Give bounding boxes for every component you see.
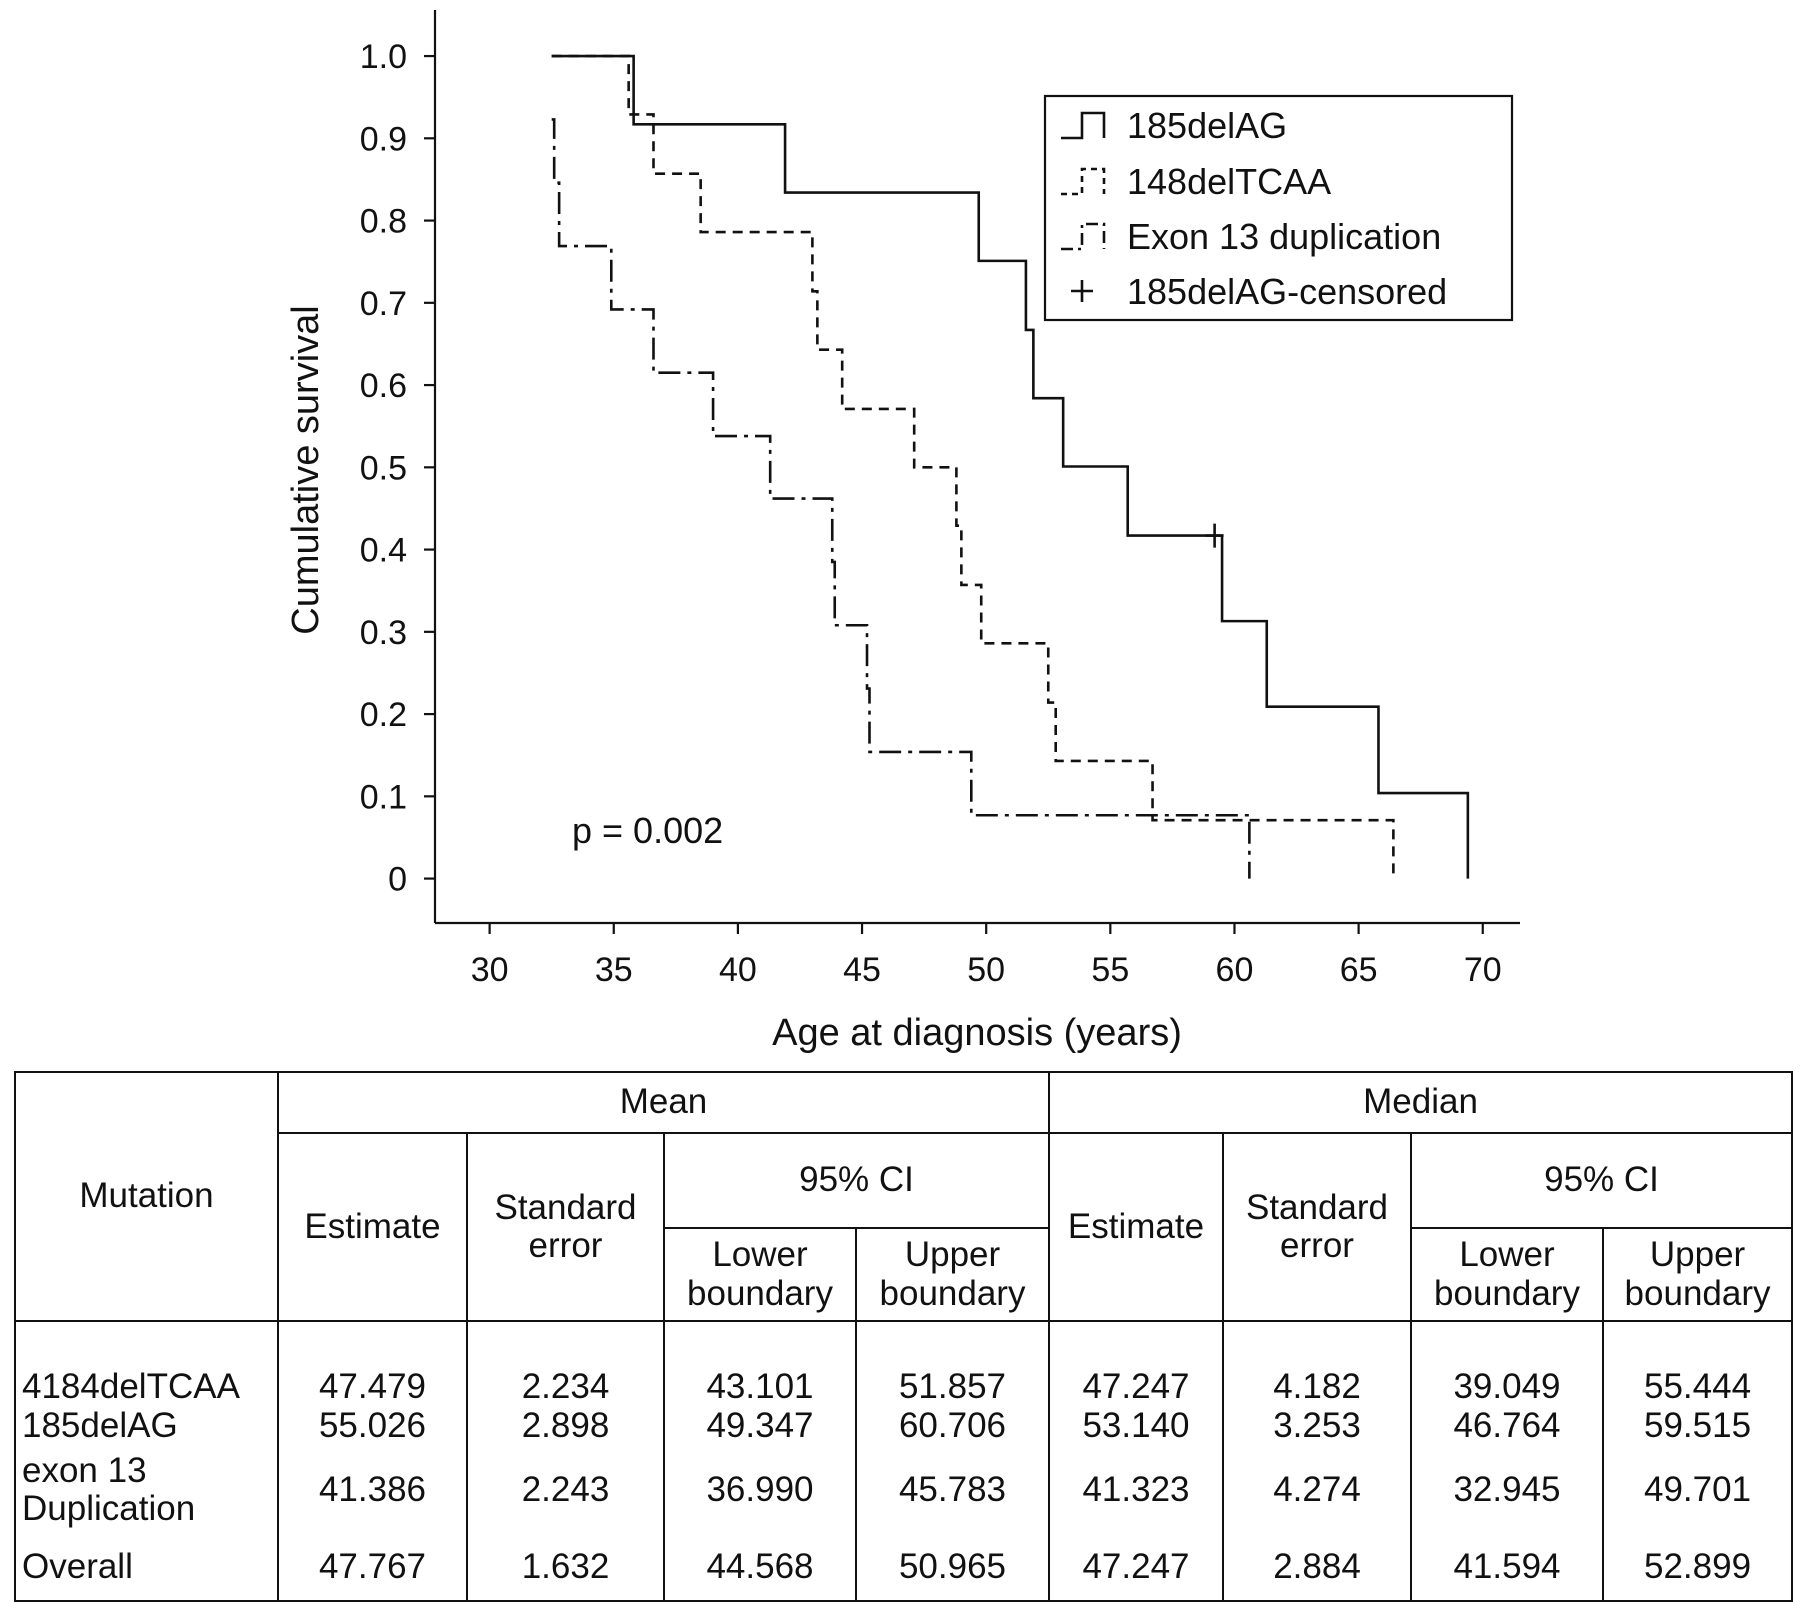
table-cell: 2.898 — [466, 1406, 665, 1446]
survival-chart: 30 35 40 45 50 55 60 65 70 0 0.1 0.2 0.3 0.4 0.5 0.6 0.7… — [285, 10, 1520, 1054]
y-tick-label: 0.8 — [360, 203, 407, 241]
table-cell: 41.386 — [277, 1446, 468, 1534]
table-cell: 60.706 — [855, 1406, 1050, 1446]
table-cell: 36.990 — [663, 1446, 857, 1534]
x-tick-label: 70 — [1464, 951, 1502, 989]
table-cell: 2.243 — [466, 1446, 665, 1534]
y-tick-label: 0.5 — [360, 449, 407, 487]
table-cell: 46.764 — [1410, 1406, 1604, 1446]
y-axis-title: Cumulative survival — [285, 305, 327, 634]
table-cell: 32.945 — [1410, 1446, 1604, 1534]
table-row: exon 13 Duplication 41.386 2.243 36.990 45.7… — [14, 1446, 1794, 1534]
mean-estimate-header: Estimate — [277, 1133, 468, 1322]
y-tick-label: 0.7 — [360, 285, 407, 323]
table-cell: 4.182 — [1222, 1321, 1412, 1406]
series-layer — [551, 54, 1470, 879]
y-tick-label: 0.6 — [360, 367, 407, 405]
mean-group-header: Mean — [277, 1071, 1050, 1134]
table-cell: 51.857 — [855, 1321, 1050, 1406]
mean-se-header: Standard error — [466, 1133, 665, 1322]
x-axis-title: Age at diagnosis (years) — [772, 1012, 1182, 1054]
x-tick-label: 50 — [967, 951, 1005, 989]
y-tick-label: 1.0 — [360, 38, 407, 76]
table-cell: 50.965 — [855, 1534, 1050, 1602]
mean-upper-header: Upper boundary — [855, 1228, 1050, 1322]
mean-ci-header: 95% CI — [663, 1133, 1050, 1229]
p-value-annotation: p = 0.002 — [572, 810, 723, 851]
x-tick-label: 45 — [843, 951, 881, 989]
legend-label: 185delAG — [1127, 105, 1287, 146]
legend-swatch — [1061, 111, 1106, 140]
median-upper-header: Upper boundary — [1601, 1228, 1794, 1322]
table-cell: 1.632 — [466, 1534, 665, 1602]
mutation-header: Mutation — [14, 1071, 279, 1322]
mean-lower-header: Lower boundary — [663, 1228, 857, 1322]
median-estimate-header: Estimate — [1048, 1133, 1224, 1322]
table-cell: 41.323 — [1048, 1446, 1224, 1534]
table-cell: 44.568 — [663, 1534, 857, 1602]
x-tick-label: 60 — [1216, 951, 1254, 989]
y-tick-label: 0.3 — [360, 614, 407, 652]
legend-box — [1043, 94, 1514, 322]
legend-swatch — [1061, 167, 1106, 196]
x-tick-label: 30 — [471, 951, 509, 989]
table-row: Overall 47.767 1.632 44.568 50.965 47.247 2.88… — [14, 1534, 1794, 1602]
row-label: 185delAG — [14, 1406, 279, 1446]
y-tick-label: 0.2 — [360, 696, 407, 734]
series-185delag — [551, 54, 1470, 879]
table-cell: 3.253 — [1222, 1406, 1412, 1446]
row-label: 4184delTCAA — [14, 1321, 279, 1406]
table-cell: 59.515 — [1601, 1406, 1794, 1446]
legend-label: Exon 13 duplication — [1127, 216, 1441, 257]
y-tick-label: 0.9 — [360, 120, 407, 158]
table-cell: 55.444 — [1601, 1321, 1794, 1406]
table-cell: 49.701 — [1601, 1446, 1794, 1534]
table-cell: 47.247 — [1048, 1321, 1224, 1406]
table-cell: 47.767 — [277, 1534, 468, 1602]
table-cell: 43.101 — [663, 1321, 857, 1406]
table-row: 4184delTCAA 47.479 2.234 43.101 51.857 47.247… — [14, 1321, 1794, 1406]
legend-label: 185delAG-censored — [1127, 271, 1447, 312]
x-tick-label: 40 — [719, 951, 757, 989]
legend-swatch — [1061, 222, 1106, 251]
table-cell: 39.049 — [1410, 1321, 1604, 1406]
table-cell: 47.479 — [277, 1321, 468, 1406]
table-cell: 41.594 — [1410, 1534, 1604, 1602]
median-se-header: Standard error — [1222, 1133, 1412, 1322]
table-cell: 45.783 — [855, 1446, 1050, 1534]
table-row: 185delAG 55.026 2.898 49.347 60.706 53.140 3.2… — [14, 1406, 1794, 1446]
legend: 185delAG 148delTCAA Exon 13 duplication 185… — [1043, 94, 1514, 322]
table-cell: 47.247 — [1048, 1534, 1224, 1602]
series-exon-13-duplication — [551, 118, 1251, 879]
table-body: 4184delTCAA 47.479 2.234 43.101 51.857 47.247… — [14, 1321, 1794, 1602]
median-lower-header: Lower boundary — [1410, 1228, 1604, 1322]
table-cell: 55.026 — [277, 1406, 468, 1446]
series-148deltcaa — [551, 54, 1395, 879]
table-cell: 53.140 — [1048, 1406, 1224, 1446]
legend-label: 148delTCAA — [1127, 161, 1331, 202]
y-tick-label: 0 — [388, 861, 407, 899]
x-tick-label: 35 — [595, 951, 633, 989]
ticks: 30 35 40 45 50 55 60 65 70 0 0.1 0.2 0.3 0.4 0.5 0.6 0.7… — [360, 38, 1502, 989]
censored-marker — [1205, 523, 1224, 548]
row-label: Overall — [14, 1534, 279, 1602]
table-cell: 4.274 — [1222, 1446, 1412, 1534]
legend-swatch-censored — [1071, 280, 1093, 302]
x-tick-label: 55 — [1091, 951, 1129, 989]
table-cell: 2.234 — [466, 1321, 665, 1406]
x-tick-label: 65 — [1340, 951, 1378, 989]
median-ci-header: 95% CI — [1409, 1133, 1794, 1229]
median-group-header: Median — [1047, 1071, 1794, 1134]
y-tick-label: 0.1 — [360, 778, 407, 816]
summary-table: Mutation Mean Median Estimate Standard e… — [14, 1071, 1794, 1602]
y-tick-label: 0.4 — [360, 532, 407, 570]
table-cell: 49.347 — [663, 1406, 857, 1446]
table-cell: 52.899 — [1601, 1534, 1794, 1602]
table-cell: 2.884 — [1222, 1534, 1412, 1602]
row-label: exon 13 Duplication — [14, 1446, 279, 1534]
